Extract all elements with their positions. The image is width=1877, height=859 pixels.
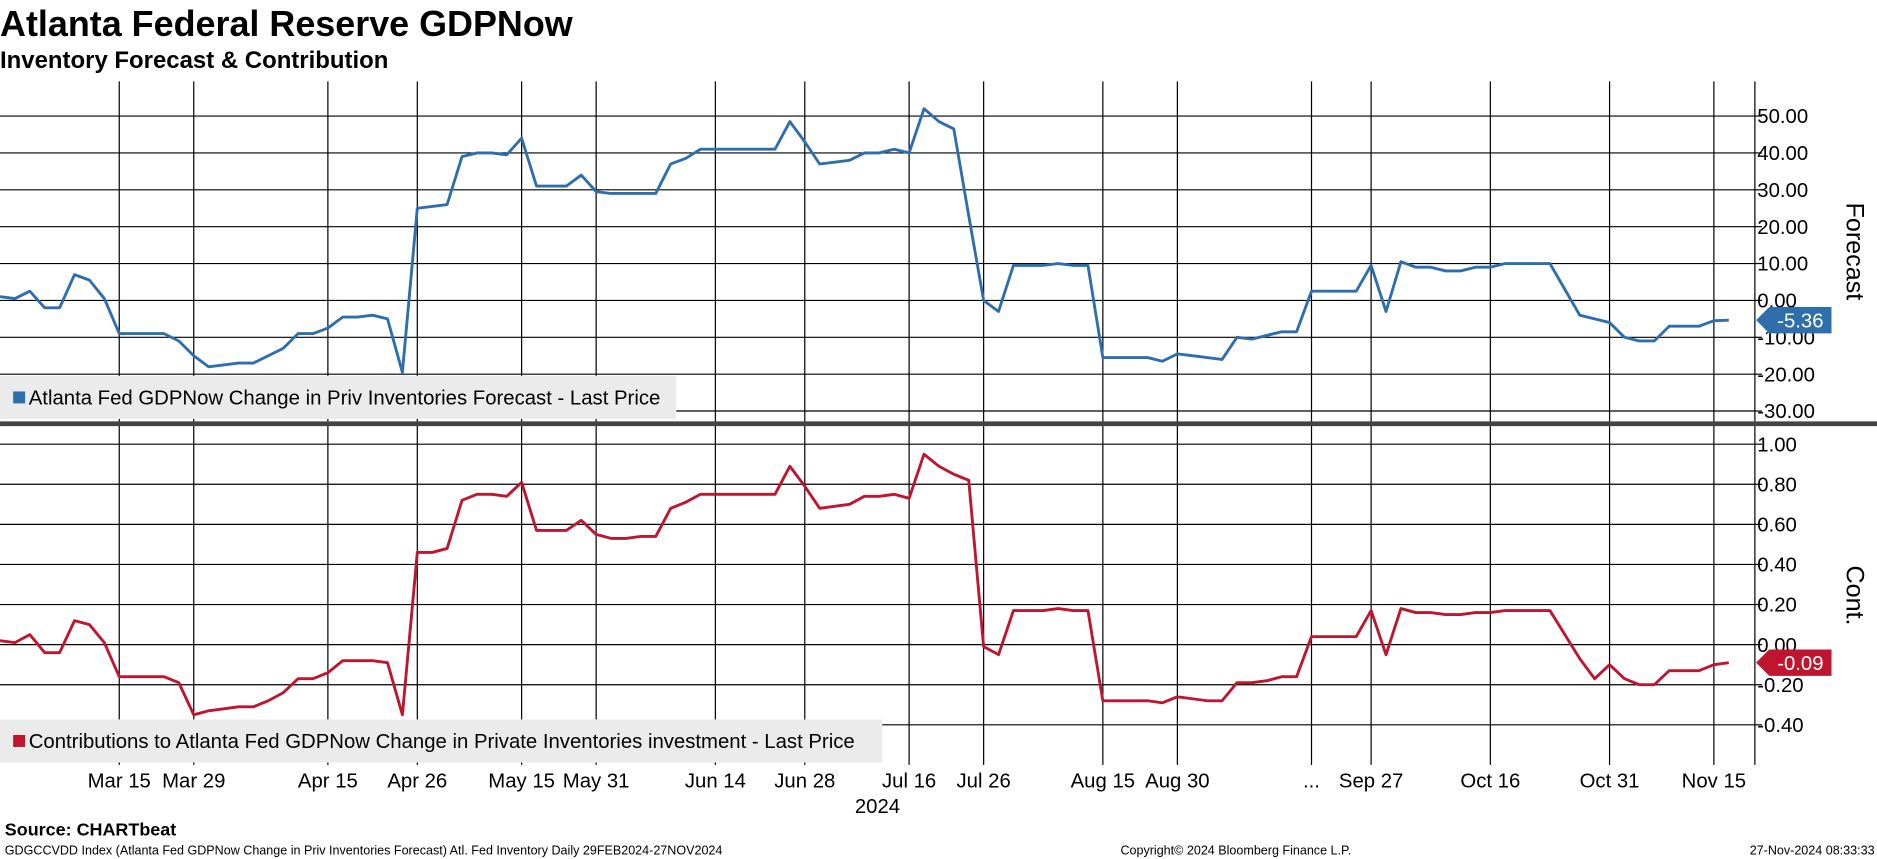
y-tick-label: 40.00 [1757,143,1808,165]
y-axis-title: Cont. [1840,565,1868,625]
last-value-badge [1756,649,1832,676]
x-tick-label: Apr 26 [387,771,447,793]
legend-box [0,375,677,419]
y-tick-label: 0.40 [1757,555,1797,577]
copyright: Copyright© 2024 Bloomberg Finance L.P. [1120,844,1351,858]
legend-label: Contributions to Atlanta Fed GDPNow Chan… [29,731,855,753]
x-tick-label: Jul 16 [882,771,936,793]
y-tick-label: 30.00 [1757,180,1808,202]
y-tick-label: 20.00 [1757,217,1808,239]
legend-swatch [13,734,26,747]
legend-swatch [13,391,26,404]
footer-description: GDGCCVDD Index (Atlanta Fed GDPNow Chang… [5,844,723,858]
y-axis-title: Forecast [1840,203,1868,301]
y-tick-label: -0.40 [1757,715,1803,737]
last-value-label: -0.09 [1777,653,1823,675]
x-tick-label: Aug 30 [1145,771,1209,793]
y-tick-label: 0.80 [1757,474,1797,496]
legend-box [0,719,883,763]
y-tick-label: 10.00 [1757,254,1808,276]
series-line [0,452,1729,717]
timestamp: 27-Nov-2024 08:33:33 [1750,844,1875,858]
y-tick-label: -20.00 [1757,364,1815,386]
x-tick-label: Aug 15 [1071,771,1135,793]
x-tick-label: May 15 [488,771,555,793]
x-tick-label: Mar 29 [162,771,225,793]
last-value-badge [1756,307,1832,334]
y-tick-label: -30.00 [1757,401,1815,423]
x-tick-label: Nov 15 [1682,771,1746,793]
last-value-label: -5.36 [1777,310,1823,332]
x-tick-label: Apr 15 [298,771,358,793]
chart-subtitle: Inventory Forecast & Contribution [0,47,388,74]
x-tick-label: Oct 31 [1580,771,1640,793]
x-tick-label: Sep 27 [1339,771,1403,793]
y-tick-label: -0.20 [1757,675,1803,697]
legend-label: Atlanta Fed GDPNow Change in Priv Invent… [29,388,661,410]
x-year-label: 2024 [855,796,900,818]
x-tick-label: Oct 16 [1460,771,1520,793]
x-tick-label: ... [1303,771,1320,793]
series-line [0,107,1729,374]
y-tick-label: 0.60 [1757,515,1797,537]
x-tick-label: Mar 15 [88,771,151,793]
x-tick-label: Jul 26 [957,771,1011,793]
y-tick-label: 0.20 [1757,595,1797,617]
y-tick-label: 50.00 [1757,106,1808,128]
x-tick-label: May 31 [563,771,630,793]
source: Source: CHARTbeat [5,820,176,840]
x-tick-label: Jun 14 [685,771,746,793]
chart-title: Atlanta Federal Reserve GDPNow [0,3,573,44]
x-tick-label: Jun 28 [774,771,835,793]
y-tick-label: 1.00 [1757,434,1797,456]
